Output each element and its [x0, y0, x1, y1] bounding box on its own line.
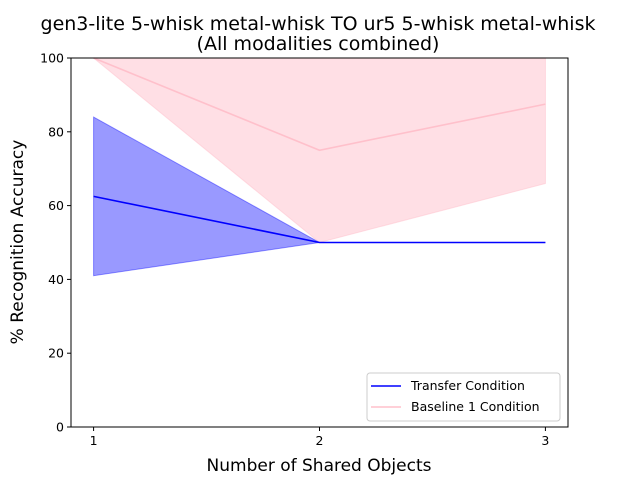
x-axis-label: Number of Shared Objects: [207, 456, 432, 476]
y-tick-label: 80: [48, 124, 64, 139]
x-axis-ticks: 1 2 3: [90, 427, 549, 448]
legend-label-baseline: Baseline 1 Condition: [411, 399, 540, 414]
y-tick-label: 40: [48, 272, 64, 287]
chart-title: gen3-lite 5-whisk metal-whisk TO ur5 5-w…: [41, 13, 596, 35]
series-lines: [93, 57, 546, 244]
legend: Transfer Condition Baseline 1 Condition: [366, 372, 561, 422]
x-tick-label: 1: [90, 433, 98, 448]
y-axis-label: % Recognition Accuracy: [8, 140, 28, 345]
chart-subtitle: (All modalities combined): [197, 33, 440, 55]
y-axis-ticks: 0 20 40 60 80 100: [40, 51, 71, 435]
y-tick-label: 0: [56, 420, 64, 435]
x-tick-label: 2: [316, 433, 324, 448]
series-line-baseline: [93, 57, 546, 152]
legend-box: [366, 372, 561, 422]
y-tick-label: 20: [48, 346, 64, 361]
y-tick-label: 100: [40, 51, 64, 66]
series-line-transfer: [93, 195, 546, 244]
x-tick-label: 3: [541, 433, 549, 448]
y-tick-label: 60: [48, 198, 64, 213]
legend-label-transfer: Transfer Condition: [410, 378, 525, 393]
